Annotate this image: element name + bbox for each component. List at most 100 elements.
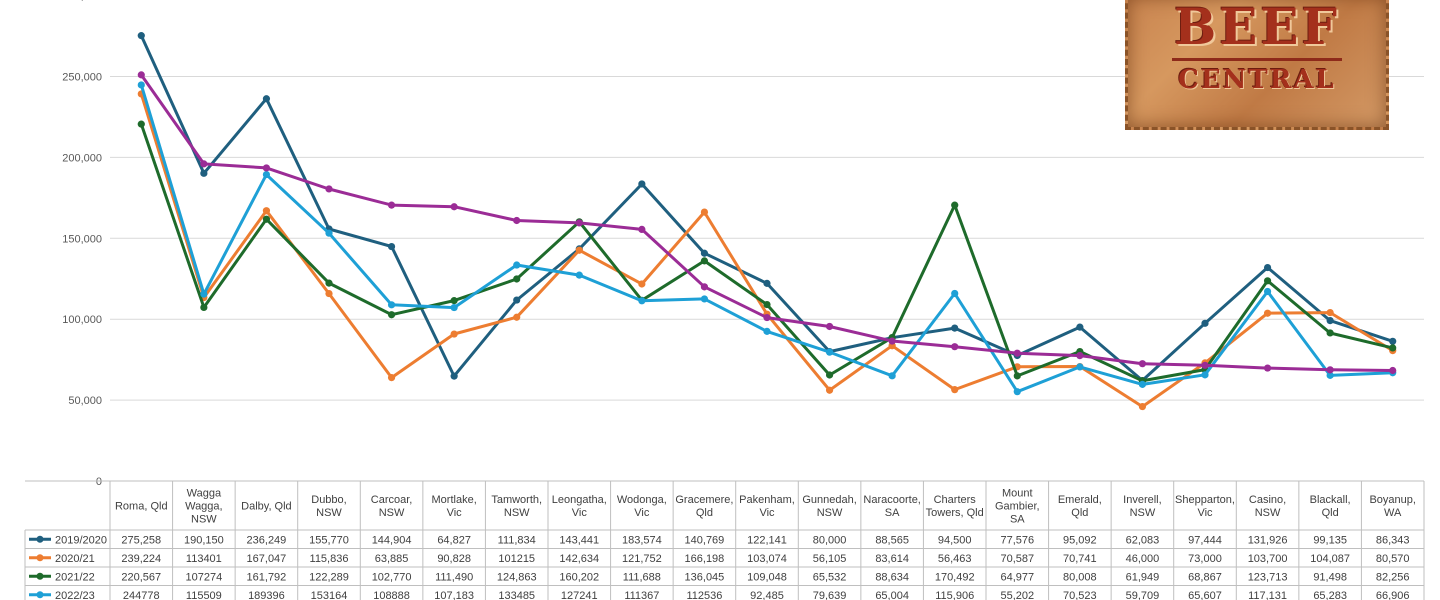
table-cell: 122,289 bbox=[309, 571, 349, 583]
data-point bbox=[513, 261, 521, 269]
table-cell: 88,634 bbox=[875, 571, 909, 583]
table-cell: 99,135 bbox=[1313, 534, 1347, 546]
data-point bbox=[763, 327, 771, 335]
table-cell: 107274 bbox=[185, 571, 222, 583]
category-label-line: NSW bbox=[316, 507, 342, 519]
data-point bbox=[1138, 402, 1147, 411]
data-point bbox=[1201, 371, 1209, 379]
table-cell: 111,490 bbox=[435, 571, 473, 583]
category-label-line: Vic bbox=[759, 507, 775, 519]
table-cell: 82,256 bbox=[1376, 571, 1410, 583]
category-label-line: Qld bbox=[1071, 507, 1088, 519]
data-point bbox=[450, 303, 458, 312]
table-cell: 244778 bbox=[123, 590, 160, 600]
y-tick-label: 200,000 bbox=[62, 152, 102, 164]
table-cell: 80,570 bbox=[1376, 553, 1410, 565]
data-point bbox=[513, 275, 521, 283]
table-cell: 97,444 bbox=[1188, 534, 1222, 546]
table-cell: 65,004 bbox=[875, 590, 909, 600]
data-point bbox=[638, 225, 646, 234]
data-point bbox=[951, 386, 959, 394]
table-cell: 65,283 bbox=[1313, 590, 1347, 600]
table-cell: 94,500 bbox=[938, 534, 972, 546]
table-cell: 66,906 bbox=[1376, 590, 1410, 600]
data-point bbox=[700, 283, 709, 291]
data-point bbox=[1263, 287, 1272, 296]
table-cell: 103,074 bbox=[747, 553, 787, 565]
y-tick-label: 100,000 bbox=[62, 314, 102, 326]
data-point bbox=[450, 330, 458, 338]
category-label: Dalby, Qld bbox=[241, 501, 292, 513]
table-cell: 83,614 bbox=[875, 553, 909, 565]
data-point bbox=[262, 215, 271, 223]
data-point bbox=[951, 324, 959, 332]
table-cell: 70,587 bbox=[1000, 553, 1034, 565]
category-label-line: Dubbo, bbox=[311, 494, 346, 506]
data-point bbox=[1389, 337, 1397, 345]
table-cell: 80,008 bbox=[1063, 571, 1097, 583]
table-cell: 113401 bbox=[186, 553, 222, 565]
category-label-line: NSW bbox=[1130, 507, 1156, 519]
table-cell: 140,769 bbox=[685, 534, 725, 546]
series bbox=[137, 71, 1397, 375]
category-label-line: Blackall, bbox=[1310, 494, 1351, 506]
category-label-line: NSW bbox=[379, 507, 405, 519]
data-point bbox=[888, 372, 896, 380]
table-cell: 68,867 bbox=[1188, 571, 1222, 583]
data-point bbox=[513, 296, 521, 304]
table-cell: 92,485 bbox=[750, 590, 784, 600]
data-point bbox=[1326, 371, 1334, 379]
data-point bbox=[325, 229, 333, 237]
table-cell: 62,083 bbox=[1126, 534, 1160, 546]
table-cell: 117,131 bbox=[1248, 590, 1287, 600]
category-label-line: Emerald, bbox=[1058, 494, 1102, 506]
table-cell: 59,709 bbox=[1126, 590, 1160, 600]
category-label-line: Wagga, bbox=[185, 501, 223, 513]
category-label-line: Vic bbox=[572, 507, 588, 519]
data-point bbox=[1389, 344, 1397, 352]
table-cell: 103,700 bbox=[1248, 553, 1288, 565]
data-point bbox=[1013, 372, 1021, 380]
series bbox=[137, 120, 1397, 385]
category-label-line: Dalby, Qld bbox=[241, 501, 292, 513]
table-cell: 143,441 bbox=[559, 534, 599, 546]
table-cell: 121,752 bbox=[622, 553, 662, 565]
category-label: Carcoar, NSW bbox=[371, 494, 413, 519]
table-cell: 183,574 bbox=[622, 534, 662, 546]
table-cell: 70,523 bbox=[1063, 590, 1097, 600]
data-point bbox=[1013, 349, 1021, 357]
table-cell: 127241 bbox=[561, 590, 598, 600]
table-cell: 123,713 bbox=[1248, 571, 1288, 583]
table-cell: 190,150 bbox=[184, 534, 224, 546]
category-label-line: Mortlake, bbox=[432, 494, 477, 506]
data-point bbox=[700, 295, 709, 303]
y-tick-label: 0 bbox=[96, 476, 102, 488]
category-label: Emerald, Qld bbox=[1058, 494, 1102, 519]
category-label-line: Vic bbox=[634, 507, 650, 519]
category-label: Wodonga, Vic bbox=[617, 494, 667, 519]
table-cell: 46,000 bbox=[1126, 553, 1160, 565]
data-point bbox=[1326, 308, 1334, 317]
data-point bbox=[262, 207, 271, 215]
table-cell: 63,885 bbox=[375, 553, 409, 565]
category-label: Pakenham, Vic bbox=[739, 494, 795, 519]
y-tick-label: 150,000 bbox=[62, 233, 102, 245]
category-label-line: Casino, bbox=[1249, 494, 1286, 506]
data-point bbox=[137, 120, 145, 128]
data-point bbox=[513, 313, 521, 321]
category-label-line: Roma, Qld bbox=[115, 501, 168, 513]
category-label-line: Carcoar, bbox=[371, 494, 413, 506]
data-point bbox=[325, 289, 333, 298]
y-tick-label: 300,000 bbox=[62, 0, 102, 3]
data-point bbox=[1076, 323, 1084, 331]
table-cell: 131,926 bbox=[1248, 534, 1288, 546]
table-cell: 115509 bbox=[186, 590, 222, 600]
data-point bbox=[1076, 363, 1084, 371]
table-cell: 112536 bbox=[686, 590, 722, 600]
series-line bbox=[139, 123, 1394, 383]
gridlines bbox=[110, 76, 1424, 401]
category-label-line: Boyanup, bbox=[1369, 494, 1415, 506]
legend-key-marker bbox=[36, 554, 44, 562]
data-point bbox=[763, 300, 771, 309]
